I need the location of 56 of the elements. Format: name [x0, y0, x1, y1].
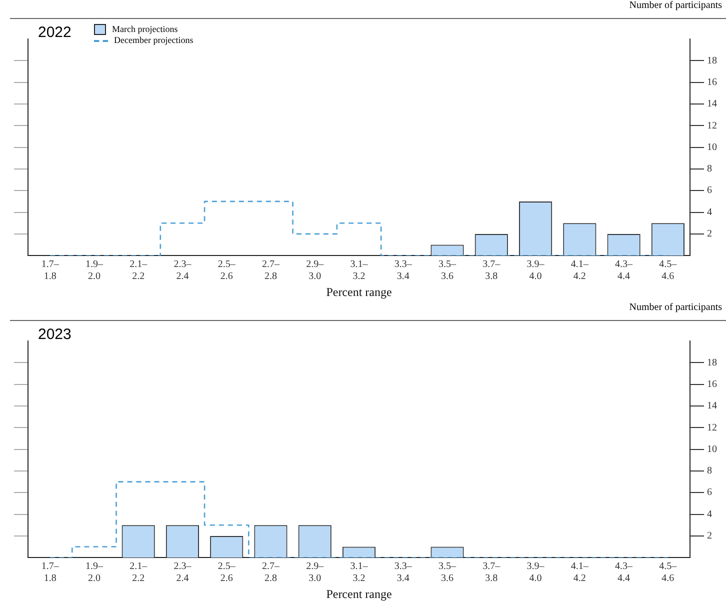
legend-label: December projections: [114, 35, 194, 46]
x-tick-label: 4.5– 4.6: [659, 259, 678, 282]
y-tick-label: 16: [707, 76, 717, 88]
x-tick-label: 2.7– 2.8: [262, 259, 280, 282]
x-tick-label: 3.9– 4.0: [526, 561, 546, 584]
x-tick-label: 2.5– 2.6: [218, 561, 236, 584]
y-tick-label: 16: [707, 378, 717, 390]
chart-title: 2023: [38, 326, 72, 343]
y-tick-label: 18: [707, 55, 717, 66]
y-axis-title: Number of participants: [629, 0, 722, 11]
y-tick-label: 2: [707, 530, 712, 542]
x-tick-label: 3.7– 3.8: [482, 259, 502, 282]
y-tick-label: 8: [707, 164, 712, 175]
x-tick-label: 2.5– 2.6: [218, 259, 236, 282]
chart-title: 2022: [38, 24, 72, 41]
x-tick-label: 2.1– 2.2: [130, 259, 148, 282]
y-tick-label: 14: [707, 400, 717, 412]
x-tick-label: 3.1– 3.2: [350, 561, 369, 584]
x-tick-label: 2.7– 2.8: [262, 561, 280, 584]
y-tick-label: 10: [707, 444, 717, 455]
y-tick-label: 6: [707, 487, 712, 498]
x-tick-label: 3.1– 3.2: [350, 259, 369, 282]
x-tick-label: 4.3– 4.4: [615, 561, 634, 584]
x-axis-title: Percent range: [326, 586, 392, 601]
y-tick-label: 18: [707, 357, 717, 368]
x-tick-label: 3.9– 4.0: [526, 259, 546, 282]
x-tick-label: 1.7– 1.8: [41, 259, 60, 282]
x-tick-label: 2.3– 2.4: [174, 259, 192, 282]
x-tick-label: 4.3– 4.4: [615, 259, 634, 282]
x-tick-label: 3.3– 3.4: [394, 561, 413, 584]
y-axis-title: Number of participants: [629, 302, 722, 313]
x-tick-label: 1.9– 2.0: [85, 259, 104, 282]
x-tick-label: 4.5– 4.6: [659, 561, 678, 584]
y-tick-label: 8: [707, 466, 712, 477]
x-axis-title: Percent range: [326, 284, 392, 299]
x-tick-label: 3.5– 3.6: [438, 259, 458, 282]
y-tick-label: 14: [707, 98, 717, 110]
y-tick-label: 12: [707, 422, 717, 434]
y-tick-label: 4: [707, 508, 712, 520]
x-tick-label: 2.9– 3.0: [306, 259, 325, 282]
y-tick-label: 10: [707, 142, 717, 153]
y-tick-label: 6: [707, 185, 712, 196]
y-tick-label: 4: [707, 206, 712, 218]
x-tick-label: 3.5– 3.6: [438, 561, 458, 584]
x-tick-label: 4.1– 4.2: [570, 259, 590, 282]
x-tick-label: 2.9– 3.0: [306, 561, 325, 584]
x-tick-label: 1.9– 2.0: [85, 561, 104, 584]
x-tick-label: 1.7– 1.8: [41, 561, 60, 584]
y-tick-label: 2: [707, 228, 712, 240]
y-tick-label: 12: [707, 120, 717, 132]
x-tick-label: 3.7– 3.8: [482, 561, 502, 584]
x-tick-label: 4.1– 4.2: [570, 561, 590, 584]
x-tick-label: 2.1– 2.2: [130, 561, 148, 584]
legend-label: March projections: [112, 24, 178, 35]
x-tick-label: 2.3– 2.4: [174, 561, 192, 584]
x-tick-label: 3.3– 3.4: [394, 259, 413, 282]
